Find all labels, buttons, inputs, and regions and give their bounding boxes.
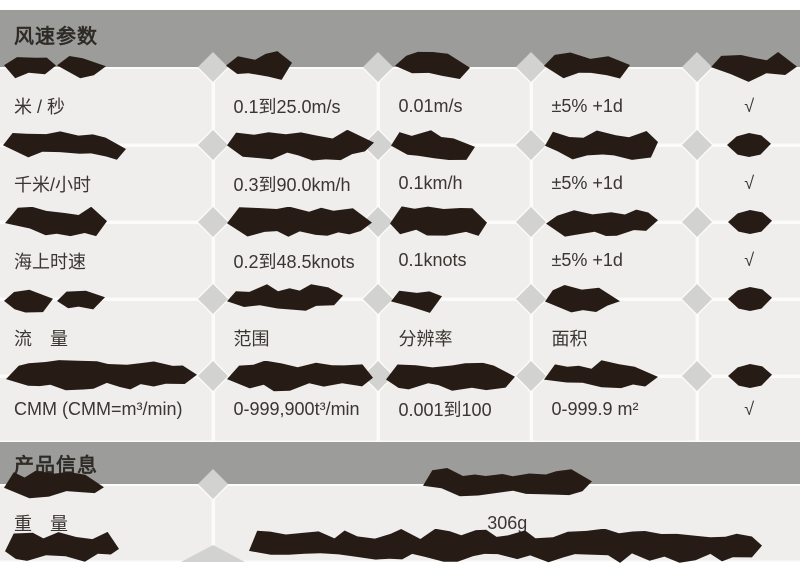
table-cell: 0.2到48.5knots [214, 223, 377, 298]
section-title-product-info: 产品信息 [14, 455, 98, 477]
table-cell: ±5% +1d [532, 223, 696, 298]
table-cell: 面积 [532, 300, 696, 375]
table-cell: 0.1km/h [379, 146, 530, 221]
diamond-ornament [682, 130, 712, 160]
diamond-ornament [363, 284, 393, 314]
redaction-blob [386, 362, 515, 391]
table-cell: ±5% +1d [532, 146, 696, 221]
table-cell: 米 / 秒 [0, 68, 212, 144]
table-cell: 分辨率 [379, 300, 530, 375]
table-cell: 0.01m/s [379, 68, 530, 144]
diamond-ornament [363, 207, 393, 237]
diamond-ornament [516, 361, 546, 391]
table-cell: ±5% +1d [532, 68, 696, 144]
redaction-blob [390, 206, 487, 236]
checkmark-cell: √ [698, 146, 800, 221]
diamond-ornament [516, 130, 546, 160]
section-title-wind-params: 风速参数 [14, 26, 98, 48]
page-top-margin [0, 0, 800, 10]
table-cell: 范围 [214, 300, 377, 375]
page-cutoff [0, 562, 800, 585]
redaction-blob [545, 285, 620, 313]
redaction-blob [227, 129, 374, 161]
table-cell: 流 量 [0, 300, 212, 375]
redaction-blob [5, 531, 119, 562]
table-cell [698, 300, 800, 375]
redaction-blob [4, 289, 53, 313]
table-cell: 千米/小时 [0, 146, 212, 221]
table-cell: 0-999.9 m² [532, 377, 696, 441]
table-cell: 重 量 [0, 485, 212, 561]
diamond-ornament [198, 361, 228, 391]
diamond-ornament [682, 284, 712, 314]
redaction-blob [6, 360, 197, 391]
redaction-blob [391, 130, 475, 160]
diamond-ornament [198, 207, 228, 237]
redaction-blob [227, 206, 372, 237]
diamond-ornament [198, 284, 228, 314]
redaction-blob [391, 290, 442, 313]
diamond-ornament [516, 284, 546, 314]
diamond-ornament [682, 207, 712, 237]
redaction-blob [227, 360, 373, 392]
table-cell: 0.3到90.0km/h [214, 146, 377, 221]
table-cell: 306g [214, 485, 800, 561]
redaction-blob [249, 528, 762, 563]
table-cell: 海上时速 [0, 223, 212, 298]
redaction-blob [546, 209, 658, 237]
redaction-blob [728, 210, 772, 234]
redaction-blob [227, 284, 343, 311]
section-header-wind-params: 风速参数 [0, 10, 800, 67]
redaction-blob [57, 290, 105, 310]
redaction-blob [3, 131, 126, 160]
redaction-blob [727, 133, 771, 157]
diamond-ornament [198, 130, 228, 160]
checkmark-cell: √ [698, 223, 800, 298]
diamond-ornament [363, 130, 393, 160]
table-cell: 0.001到100 [379, 377, 530, 441]
diamond-ornament [516, 207, 546, 237]
redaction-blob [544, 360, 658, 389]
table-cell: 0.1到25.0m/s [214, 68, 377, 144]
redaction-blob [5, 206, 107, 237]
redaction-blob [728, 287, 772, 311]
table-cell: 0-999,900t³/min [214, 377, 377, 441]
checkmark-cell: √ [698, 68, 800, 144]
checkmark-cell: √ [698, 377, 800, 441]
diamond-ornament [363, 361, 393, 391]
table-cell: 0.1knots [379, 223, 530, 298]
table-cell: CMM (CMM=m³/min) [0, 377, 212, 441]
redaction-blob [728, 364, 772, 388]
section-header-product-info: 产品信息 [0, 442, 800, 484]
diamond-ornament [682, 361, 712, 391]
redaction-blob [545, 130, 658, 160]
